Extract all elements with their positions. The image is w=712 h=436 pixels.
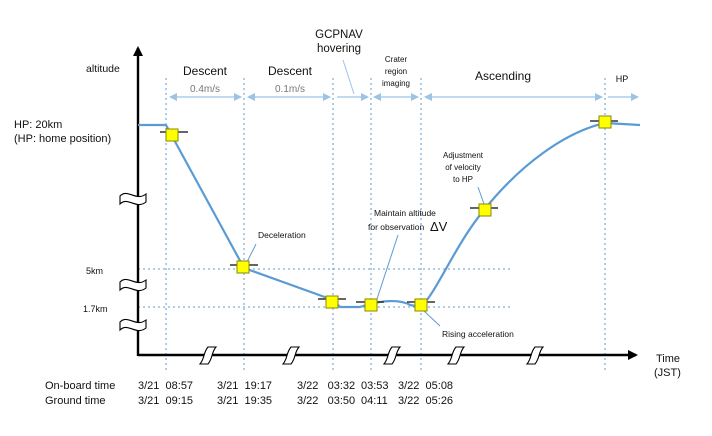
phase-labels: Descent 0.4m/s Descent 0.1m/s GCPNAV hov… bbox=[183, 29, 628, 95]
x-break-1 bbox=[198, 346, 218, 365]
x-break-3 bbox=[382, 346, 402, 365]
adjustment-pointer bbox=[477, 186, 485, 205]
rising-acceleration-label: Rising acceleration bbox=[442, 329, 514, 339]
axis-labels: altitude HP: 20km (HP: home position) 5k… bbox=[14, 63, 681, 379]
onboard-time-1: 3/21 19:17 bbox=[217, 380, 272, 392]
onboard-time-0: 3/21 08:57 bbox=[138, 380, 193, 392]
y-break-2 bbox=[119, 278, 147, 292]
onboard-time-4: 3/22 05:08 bbox=[398, 380, 453, 392]
x-break-5 bbox=[525, 346, 545, 365]
level-1-7km-label: 1.7km bbox=[83, 304, 108, 314]
rising-pointer bbox=[423, 310, 441, 327]
x-axis-label-line2: (JST) bbox=[654, 367, 681, 379]
x-break-2 bbox=[281, 346, 301, 365]
x-break-4 bbox=[446, 346, 466, 365]
phase-descent-1-label: Descent bbox=[183, 64, 228, 78]
y-break-3 bbox=[119, 318, 147, 332]
marker-rising-acceleration bbox=[407, 298, 435, 312]
marker-hover-start bbox=[318, 295, 346, 309]
ground-time-2: 3/22 03:50 bbox=[297, 395, 355, 407]
onboard-row-label: On-board time bbox=[45, 380, 115, 392]
waypoint-markers bbox=[160, 115, 618, 312]
ground-time-0: 3/21 09:15 bbox=[138, 395, 193, 407]
marker-velocity-adjust bbox=[470, 203, 498, 217]
ground-time-3: 04:11 bbox=[361, 395, 388, 407]
phase-gcpnav-line1: GCPNAV bbox=[315, 29, 363, 41]
x-axis-label-line1: Time bbox=[656, 353, 680, 365]
phase-gcpnav-line2: hovering bbox=[317, 43, 361, 55]
phase-descent-2-rate: 0.1m/s bbox=[275, 84, 305, 95]
time-guides bbox=[165, 78, 606, 372]
onboard-time-3: 03:53 bbox=[361, 380, 389, 392]
marker-crater-start bbox=[356, 298, 384, 312]
ground-time-4: 3/22 05:26 bbox=[398, 395, 453, 407]
altitude-guides bbox=[138, 268, 512, 308]
level-5km-label: 5km bbox=[86, 266, 103, 276]
marker-deceleration bbox=[230, 260, 258, 274]
time-table: On-board time Ground time 3/21 08:57 3/2… bbox=[45, 380, 453, 407]
maintain-altitude-line1: Maintain altitude bbox=[374, 208, 436, 218]
y-axis-label: altitude bbox=[86, 63, 120, 75]
phase-crater-line1: Crater bbox=[385, 55, 408, 64]
x-axis-breaks bbox=[198, 346, 545, 365]
adjustment-line3: to HP bbox=[453, 175, 473, 184]
phase-crater-line2: region bbox=[385, 67, 407, 76]
annotations: Deceleration Maintain altitude for obser… bbox=[258, 151, 514, 339]
phase-descent-1-rate: 0.4m/s bbox=[190, 84, 220, 95]
phase-hp-label: HP bbox=[616, 74, 629, 84]
delta-v-label: ΔV bbox=[430, 219, 448, 234]
hp-level-line1: HP: 20km bbox=[14, 119, 62, 131]
phase-descent-2-label: Descent bbox=[268, 64, 313, 78]
adjustment-line2: of velocity bbox=[445, 163, 481, 172]
gcpnav-pointer bbox=[342, 59, 355, 95]
y-axis-breaks bbox=[119, 192, 147, 332]
phase-ascending-label: Ascending bbox=[475, 69, 531, 83]
maintain-pointer bbox=[375, 234, 399, 303]
marker-hp-arrival bbox=[590, 115, 618, 129]
hp-level-line2: (HP: home position) bbox=[14, 133, 111, 145]
deceleration-label: Deceleration bbox=[258, 230, 306, 240]
ground-row-label: Ground time bbox=[45, 395, 106, 407]
maintain-altitude-line2: for observation bbox=[368, 222, 424, 232]
marker-start-descent bbox=[160, 128, 188, 142]
y-break-1 bbox=[119, 192, 147, 206]
phase-crater-line3: imaging bbox=[382, 79, 410, 88]
ground-time-1: 3/21 19:35 bbox=[217, 395, 272, 407]
adjustment-line1: Adjustment bbox=[443, 151, 484, 160]
onboard-time-2: 3/22 03:32 bbox=[297, 380, 355, 392]
